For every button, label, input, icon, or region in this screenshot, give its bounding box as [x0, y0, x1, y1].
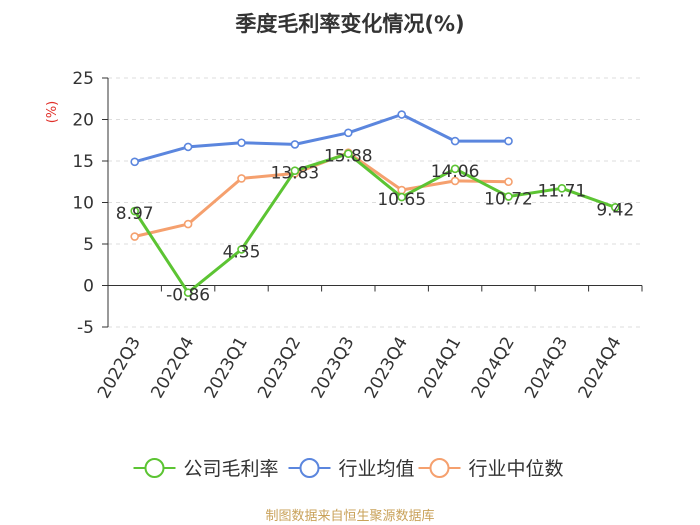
legend-item-1[interactable]: 行业均值 — [288, 458, 415, 480]
x-tick-label: 2024Q3 — [521, 334, 572, 402]
data-point[interactable] — [450, 164, 460, 174]
data-point[interactable] — [504, 192, 513, 201]
y-tick-label: 25 — [72, 69, 94, 89]
data-point[interactable] — [183, 288, 193, 297]
grid-lines — [108, 77, 642, 328]
data-point[interactable] — [130, 157, 139, 167]
legend-item-2[interactable]: 行业中位数 — [418, 458, 564, 480]
data-label: 13.83 — [271, 164, 320, 184]
y-tick-label: 5 — [83, 235, 94, 255]
legend-item-0[interactable]: 公司毛利率 — [133, 458, 279, 480]
data-point[interactable] — [237, 138, 246, 148]
data-point[interactable] — [557, 184, 567, 193]
data-point[interactable] — [504, 177, 513, 187]
data-point[interactable] — [130, 232, 139, 241]
data-label: -0.86 — [166, 286, 210, 306]
legend-marker — [429, 458, 450, 478]
data-point[interactable] — [237, 245, 246, 254]
data-point[interactable] — [504, 136, 513, 146]
legend-label: 行业中位数 — [469, 458, 564, 480]
data-point[interactable] — [290, 140, 300, 149]
data-point[interactable] — [183, 219, 193, 229]
data-label: 8.97 — [116, 204, 154, 224]
x-tick-label: 2022Q4 — [147, 334, 198, 402]
x-tick-label: 2023Q4 — [361, 334, 412, 402]
data-point[interactable] — [610, 203, 620, 212]
x-tick-label: 2024Q2 — [468, 334, 519, 402]
x-tick-label: 2024Q4 — [575, 334, 626, 402]
x-tick-label: 2023Q2 — [254, 334, 305, 402]
data-point[interactable] — [450, 136, 460, 146]
data-point[interactable] — [130, 206, 139, 216]
legend-label: 公司毛利率 — [184, 458, 279, 480]
legend-label: 行业均值 — [339, 458, 415, 480]
legend-marker — [144, 458, 165, 478]
y-tick-label: 20 — [72, 111, 94, 131]
data-label: 10.65 — [377, 190, 426, 210]
y-tick-label: -5 — [77, 318, 94, 338]
data-point[interactable] — [397, 192, 407, 202]
series-0 — [130, 149, 620, 297]
data-point[interactable] — [343, 128, 353, 138]
data-label: 15.88 — [324, 147, 373, 167]
y-tick-label: 15 — [72, 152, 94, 172]
x-tick-label: 2023Q1 — [201, 334, 252, 402]
source-note: 制图数据来自恒生聚源数据库 — [265, 509, 435, 524]
series-line — [134, 113, 509, 164]
data-label: 11.71 — [538, 181, 587, 201]
data-label: 14.06 — [431, 162, 480, 182]
legend[interactable]: 公司毛利率 行业均值 行业中位数 — [133, 458, 564, 480]
x-tick-label: 2024Q1 — [414, 333, 465, 401]
x-tick-label: 2022Q3 — [94, 334, 145, 402]
series-line — [133, 152, 616, 295]
legend-marker — [299, 458, 320, 478]
y-axis-title: (%) — [45, 101, 60, 124]
y-tick-label: 10 — [72, 194, 94, 214]
data-label: 4.35 — [223, 242, 261, 262]
x-tick-label: 2023Q3 — [308, 334, 359, 402]
chart-title: 季度毛利率变化情况(%) — [235, 12, 465, 36]
data-point[interactable] — [343, 149, 353, 158]
series-1 — [130, 110, 513, 167]
data-label: 9.42 — [596, 200, 634, 220]
data-point[interactable] — [290, 166, 300, 176]
data-point[interactable] — [450, 176, 460, 186]
data-point[interactable] — [397, 110, 407, 119]
data-point[interactable] — [183, 142, 193, 152]
data-point[interactable] — [237, 174, 246, 183]
y-tick-label: 0 — [83, 277, 94, 297]
data-label: 10.72 — [484, 190, 533, 210]
series-lines — [130, 110, 620, 297]
